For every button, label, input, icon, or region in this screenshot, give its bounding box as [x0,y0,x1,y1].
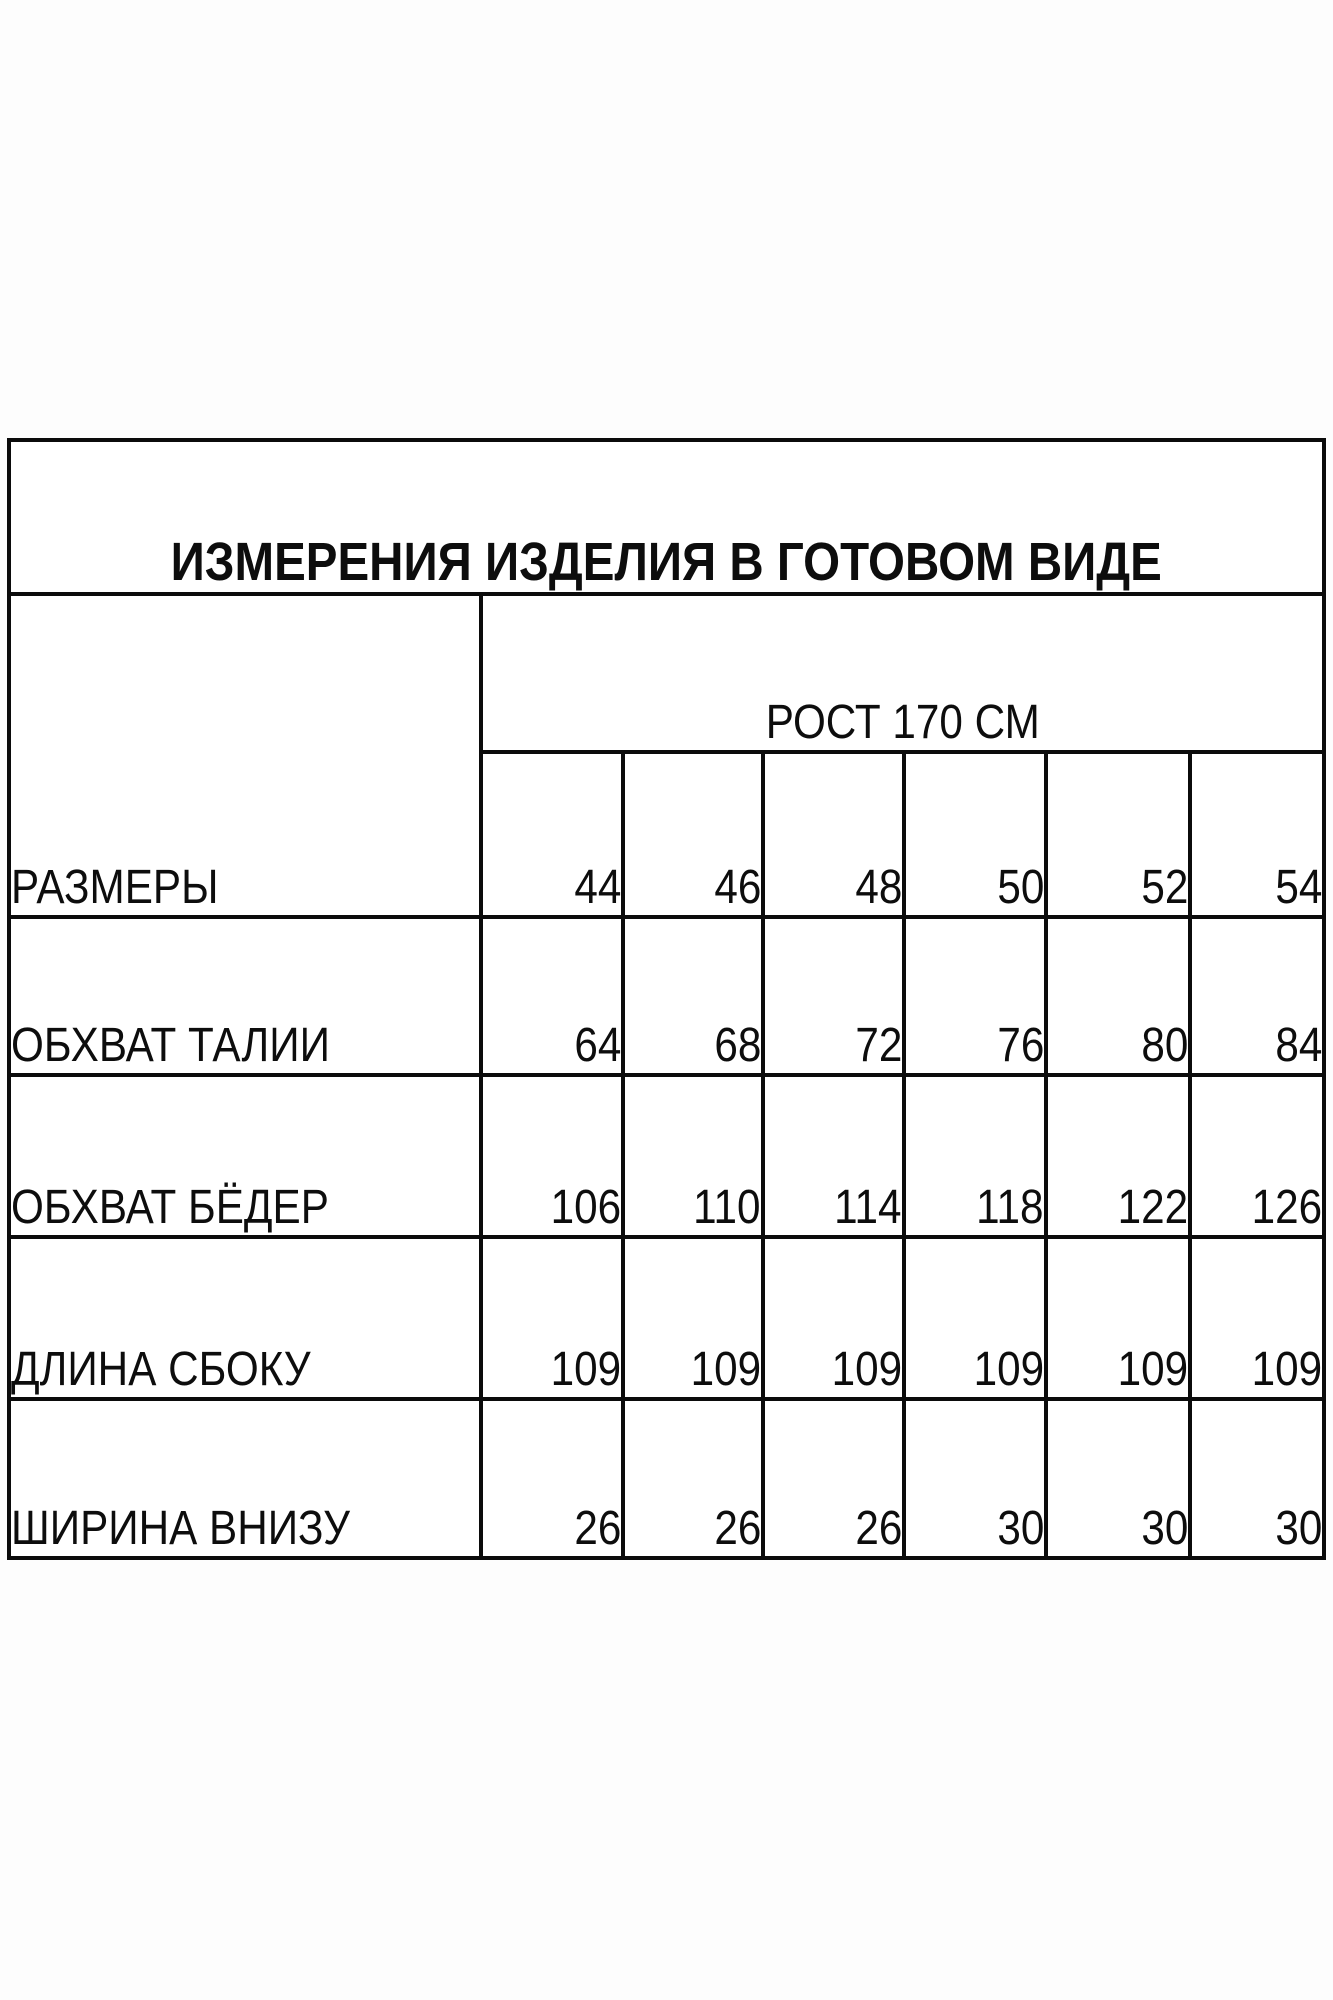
value: 126 [1251,1181,1323,1235]
value-cell: 109 [621,1235,765,1401]
value: 109 [550,1343,621,1397]
value: 106 [550,1181,621,1235]
value-cell: 68 [621,915,765,1077]
row-sizes: 44 46 48 50 52 54 [9,750,1327,919]
row-bottom-width: ШИРИНА ВНИЗУ 26 26 26 30 30 30 [7,1397,1327,1560]
row-label-cell: ОБХВАТ БЁДЕР [7,1073,483,1239]
row-label: ОБХВАТ ТАЛИИ [11,1019,330,1073]
value: 109 [973,1343,1044,1397]
value: 76 [997,1019,1044,1073]
size-value-cell: 44 [479,750,625,919]
row-hips: ОБХВАТ БЁДЕР 106 110 114 118 122 126 [7,1073,1327,1239]
value: 110 [693,1181,761,1235]
value: 26 [855,1502,902,1556]
size-value: 46 [714,861,761,915]
value: 26 [714,1502,761,1556]
value: 30 [997,1502,1044,1556]
row-label-cell: ШИРИНА ВНИЗУ [7,1397,483,1560]
value: 84 [1275,1019,1323,1073]
value-cell: 110 [621,1073,765,1239]
value-cell: 26 [761,1397,906,1560]
size-table: ИЗМЕРЕНИЯ ИЗДЕЛИЯ В ГОТОВОМ ВИДЕ РАЗМЕРЫ… [6,438,1327,1560]
value: 30 [1275,1502,1323,1556]
size-value: 54 [1275,861,1323,915]
row-waist: ОБХВАТ ТАЛИИ 64 68 72 76 80 84 [7,915,1327,1077]
value: 118 [976,1181,1044,1235]
value-cell: 106 [479,1073,625,1239]
value-cell: 126 [1187,1073,1327,1239]
value: 122 [1117,1181,1188,1235]
size-value: 48 [855,861,902,915]
row-label-cell: ДЛИНА СБОКУ [7,1235,483,1401]
sizes-row-label: РАЗМЕРЫ [11,861,219,915]
height-header-row: РАЗМЕРЫ РОСТ 170 СМ [7,592,1327,919]
size-value-cell: 54 [1187,750,1327,919]
value-cell: 118 [902,1073,1048,1239]
height-header-text: РОСТ 170 СМ [765,696,1040,750]
value-cell: 114 [761,1073,906,1239]
table-title: ИЗМЕРЕНИЯ ИЗДЕЛИЯ В ГОТОВОМ ВИДЕ [170,531,1163,592]
size-value: 50 [997,861,1044,915]
value: 109 [1117,1343,1188,1397]
value-cell: 26 [621,1397,765,1560]
value-cell: 80 [1044,915,1192,1077]
value: 109 [1251,1343,1323,1397]
row-side-length: ДЛИНА СБОКУ 109 109 109 109 109 109 [7,1235,1327,1401]
value-cell: 72 [761,915,906,1077]
value-cell: 84 [1187,915,1327,1077]
value-cell: 30 [1044,1397,1192,1560]
value: 64 [574,1019,621,1073]
value: 114 [834,1181,902,1235]
row-label: ОБХВАТ БЁДЕР [11,1181,329,1235]
row-label-cell: ОБХВАТ ТАЛИИ [7,915,483,1077]
value: 68 [714,1019,761,1073]
size-value: 44 [574,861,621,915]
title-row: ИЗМЕРЕНИЯ ИЗДЕЛИЯ В ГОТОВОМ ВИДЕ [6,438,1327,596]
title-cell: ИЗМЕРЕНИЯ ИЗДЕЛИЯ В ГОТОВОМ ВИДЕ [6,438,1327,596]
value-cell: 109 [902,1235,1048,1401]
size-value-cell: 46 [621,750,765,919]
value-cell: 64 [479,915,625,1077]
size-value-cell: 52 [1044,750,1192,919]
value-cell: 109 [479,1235,625,1401]
value: 30 [1141,1502,1188,1556]
value: 26 [574,1502,621,1556]
value-cell: 122 [1044,1073,1192,1239]
value: 80 [1141,1019,1188,1073]
value-cell: 109 [1044,1235,1192,1401]
height-header-cell: РОСТ 170 СМ [478,592,1327,754]
value: 72 [855,1019,902,1073]
value-cell: 30 [902,1397,1048,1560]
value: 109 [831,1343,902,1397]
value-cell: 30 [1187,1397,1327,1560]
size-value-cell: 50 [902,750,1048,919]
value-cell: 76 [902,915,1048,1077]
value-cell: 26 [479,1397,625,1560]
value-cell: 109 [1187,1235,1327,1401]
value: 109 [690,1343,761,1397]
row-label: ШИРИНА ВНИЗУ [11,1502,350,1556]
size-value-cell: 48 [761,750,906,919]
size-value: 52 [1141,861,1188,915]
sizes-label-cell: РАЗМЕРЫ [7,592,483,919]
row-label: ДЛИНА СБОКУ [11,1343,311,1397]
value-cell: 109 [761,1235,906,1401]
